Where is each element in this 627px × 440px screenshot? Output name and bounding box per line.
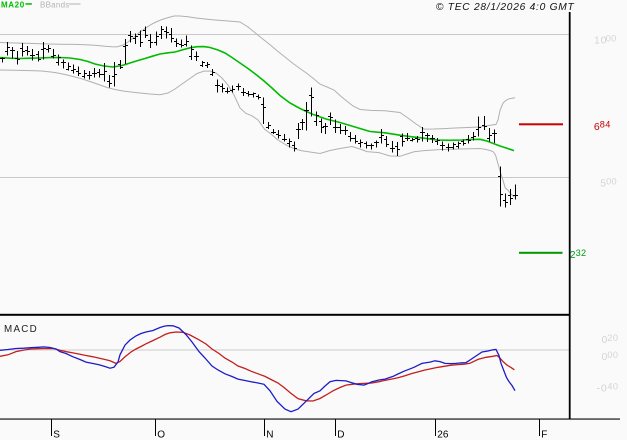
svg-text:S: S [53,429,60,440]
svg-text:00: 00 [606,177,617,187]
svg-text:0: 0 [602,334,609,346]
svg-text:N: N [266,429,273,440]
svg-text:MACD: MACD [4,324,38,335]
svg-text:26: 26 [437,429,449,440]
svg-text:00: 00 [606,34,617,44]
svg-text:84: 84 [600,120,611,130]
svg-text:D: D [337,429,344,440]
svg-text:2: 2 [570,249,577,261]
svg-text:BBands: BBands [40,0,70,9]
svg-text:F: F [541,429,547,440]
svg-text:00: 00 [607,350,618,360]
svg-text:5: 5 [600,178,607,190]
svg-text:-0: -0 [597,382,608,394]
svg-text:© TEC 28/1/2026 4:0 GMT: © TEC 28/1/2026 4:0 GMT [436,2,575,13]
svg-text:MA20: MA20 [1,0,25,9]
svg-text:6: 6 [594,121,601,133]
svg-text:40: 40 [607,381,618,391]
svg-text:20: 20 [607,333,618,343]
svg-text:O: O [157,429,165,440]
svg-text:0: 0 [602,351,609,363]
svg-text:10: 10 [594,35,607,47]
svg-text:32: 32 [576,248,587,258]
